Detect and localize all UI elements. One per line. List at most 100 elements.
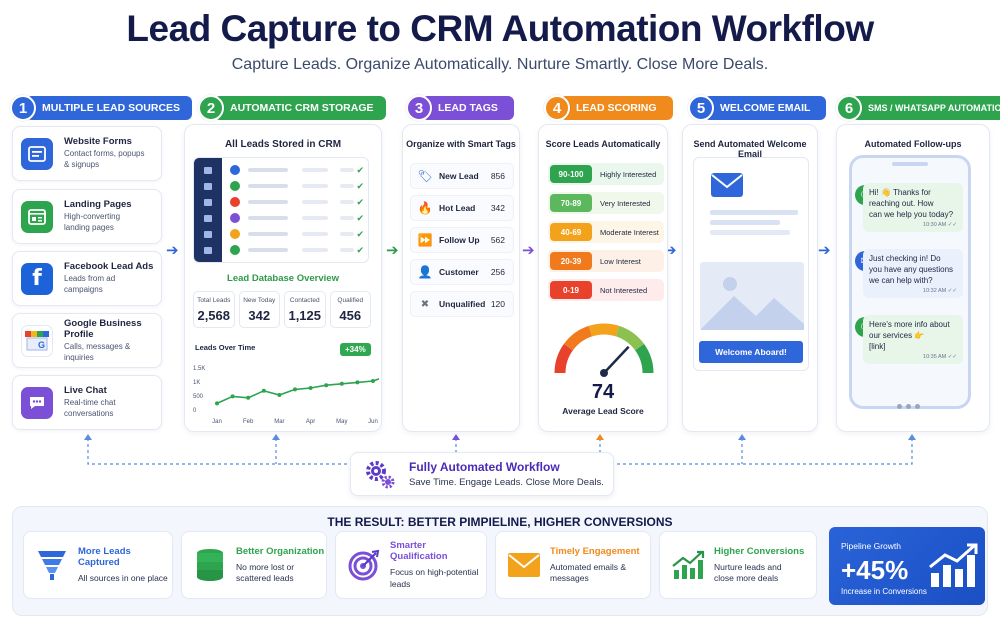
tag-icon: 🏷 <box>417 169 433 183</box>
stat-qualified: Qualified 456 <box>329 291 371 328</box>
source-desc: Leads from ad campaigns <box>64 274 116 294</box>
score-label: Moderate Interest <box>600 227 659 237</box>
welcome-aboard-button[interactable]: Welcome Aboard! <box>699 341 803 363</box>
step-number: 3 <box>406 95 432 121</box>
follow-up-icon: ⏩ <box>417 233 433 247</box>
step-2-header: 2 AUTOMATIC CRM STORAGE <box>198 94 386 122</box>
score-row: 90-100 Highly Interested <box>548 163 664 185</box>
tag-name: New Lead <box>439 171 479 181</box>
score-range: 40-69 <box>550 223 592 241</box>
gauge-needle <box>603 345 630 374</box>
source-landing-pages: Landing Pages High-converting landing pag… <box>12 189 162 244</box>
svg-text:G: G <box>38 340 45 350</box>
message-text: Just checking in! Do you have any questio… <box>869 254 954 285</box>
score-range: 90-100 <box>550 165 592 183</box>
data-point <box>355 380 360 385</box>
step-4-header: 4 LEAD SCORING <box>544 94 673 122</box>
customer-icon: 👤 <box>417 265 433 279</box>
pipeline-label: Pipeline Growth <box>841 541 902 551</box>
form-icon <box>21 137 53 170</box>
average-score-value: 74 <box>591 381 615 403</box>
result-higher-conversions: Higher Conversions Nurture leads and clos… <box>659 531 817 599</box>
arrow-right-icon: ➔ <box>166 242 179 259</box>
google-store-icon: G <box>21 324 53 357</box>
tag-name: Unqualified <box>439 299 486 309</box>
score-row: 0-19 Not Interested <box>548 279 664 301</box>
message-time: 10:30 AM ✓✓ <box>923 222 957 229</box>
x-tick-label: Jan <box>212 419 222 425</box>
result-name: Smarter Qualification <box>390 540 448 563</box>
card-title: Automated Follow-ups <box>864 139 962 149</box>
step-number: 4 <box>544 95 570 121</box>
score-label: Low Interest <box>600 256 641 266</box>
stat-contacted: Contacted 1,125 <box>284 291 326 328</box>
gauge-segment <box>554 343 574 374</box>
bar-growth-icon <box>929 543 978 587</box>
data-point <box>277 393 282 397</box>
tag-count: 342 <box>490 203 505 213</box>
envelope-icon <box>506 547 542 583</box>
source-website-forms: Website Forms Contact forms, popups & sig… <box>12 126 162 181</box>
x-tick-label: May <box>336 419 347 425</box>
data-point <box>371 379 375 383</box>
step-label: MULTIPLE LEAD SOURCES <box>26 96 193 120</box>
result-title: THE RESULT: BETTER PIMPIELINE, HIGHER CO… <box>327 515 673 529</box>
result-desc: Nurture leads and close more deals <box>714 561 782 583</box>
source-name: Live Chat <box>64 385 107 397</box>
arrow-right-icon: ➔ <box>522 242 535 259</box>
source-name: Facebook Lead Ads <box>64 261 154 273</box>
data-point <box>293 387 297 392</box>
source-desc: High-converting landing pages <box>64 212 121 232</box>
data-point <box>215 401 219 406</box>
card-title: Score Leads Automatically <box>545 139 661 149</box>
data-point <box>324 383 329 388</box>
crm-database-window: ✔ ✔ ✔ ✔ ✔ ✔ <box>193 157 369 263</box>
data-point <box>308 386 313 390</box>
landing-page-icon <box>21 200 53 233</box>
welcome-email-card: Send Automated Welcome Email Welcome Abo… <box>682 124 818 432</box>
sms-whatsapp-card: Automated Follow-ups ✆ Hi! 👋 Thanks forr… <box>836 124 990 432</box>
page-title: Lead Capture to CRM Automation Workflow <box>126 8 874 49</box>
step-label: AUTOMATIC CRM STORAGE <box>214 96 386 120</box>
y-tick-label: 0 <box>193 408 197 414</box>
table-row: ✔ <box>230 244 364 256</box>
y-tick-label: 1.5K <box>193 366 205 372</box>
automation-box: Fully Automated Workflow Save Time. Enga… <box>350 452 614 496</box>
pipeline-sub: Increase in Conversions <box>841 587 927 596</box>
step-number: 5 <box>688 95 714 121</box>
message-bubble: Hi! 👋 Thanks for reaching out. How can we … <box>863 183 963 233</box>
email-preview <box>693 157 809 371</box>
funnel-icon <box>34 547 70 583</box>
tag-row-hot-lead: 🔥 Hot Lead 342 <box>410 195 514 221</box>
result-desc: No more lost or scattered leads <box>236 561 295 583</box>
result-name: Timely Engagement <box>550 545 640 557</box>
score-range: 20-39 <box>550 252 592 270</box>
score-row: 70-89 Very Interested <box>548 192 664 214</box>
result-smarter-qualification: Smarter Qualification Focus on high-pote… <box>335 531 487 599</box>
table-row: ✔ <box>230 196 364 208</box>
gauge-hub <box>600 369 608 377</box>
y-tick-label: 500 <box>193 394 204 400</box>
lead-scoring-card: Score Leads Automatically 90-100 Highly … <box>538 124 668 432</box>
tag-count: 856 <box>490 171 505 181</box>
automation-title: Fully Automated Workflow <box>409 460 560 474</box>
table-row: ✔ <box>230 228 364 240</box>
source-name: Landing Pages <box>64 199 132 211</box>
result-timely-engagement: Timely Engagement Automated emails & mess… <box>495 531 651 599</box>
score-label: Very Interested <box>600 198 651 208</box>
stat-total-leads: Total Leads 2,568 <box>193 291 235 328</box>
source-facebook-lead-ads: f Facebook Lead Ads Leads from ad campaig… <box>12 251 162 306</box>
message-time: 10:32 AM ✓✓ <box>923 288 957 295</box>
step-label: LEAD SCORING <box>560 96 673 120</box>
pagination-dots <box>897 396 927 409</box>
tag-row-customer: 👤 Customer 256 <box>410 259 514 285</box>
message-bubble: Just checking in! Do you have any questio… <box>863 249 963 299</box>
score-label: Not Interested <box>600 285 648 295</box>
tag-count: 120 <box>490 299 505 309</box>
message-time: 10:35 AM ✓✓ <box>923 354 957 361</box>
crm-stats: Total Leads 2,568 New Today 342 Contacted 1… <box>193 291 371 328</box>
data-point <box>261 388 266 393</box>
message-text: Here's more info about our services 👉 [lin… <box>869 320 950 351</box>
card-title: All Leads Stored in CRM <box>224 139 342 150</box>
series-line <box>216 377 379 405</box>
